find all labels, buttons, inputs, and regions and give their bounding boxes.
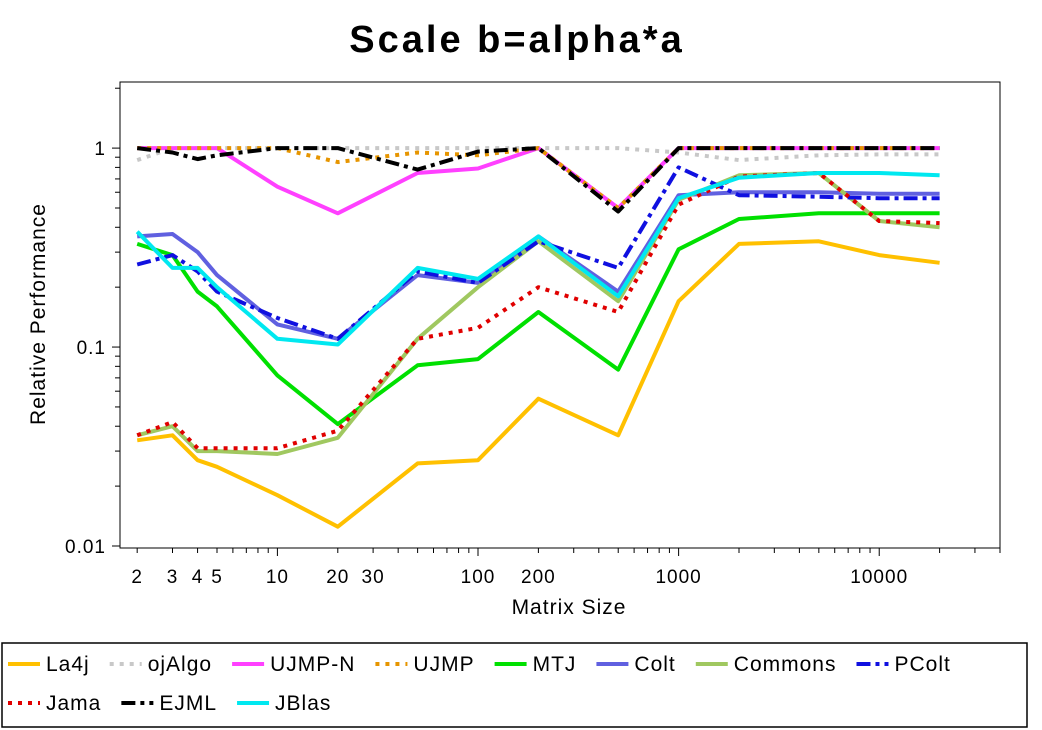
x-axis-label: Matrix Size xyxy=(512,596,627,619)
series-line-la4j xyxy=(136,239,940,529)
x-tick-label: 10 xyxy=(266,567,289,588)
legend-label-ejml: EJML xyxy=(159,692,217,715)
series-line-mtj xyxy=(136,211,940,427)
series-lines xyxy=(135,146,940,529)
series-line-colt xyxy=(137,190,940,341)
legend-label-ujmp: UJMP xyxy=(413,653,474,676)
chart-title: Scale b=alpha*a xyxy=(349,19,684,61)
legend-label-jama: Jama xyxy=(46,692,101,715)
legend-label-jblas: JBlas xyxy=(275,692,331,715)
x-tick-label: 2 xyxy=(131,567,143,588)
series-line-jblas xyxy=(135,171,940,347)
x-tick-label: 20 xyxy=(326,567,349,588)
x-tick-label: 4 xyxy=(192,567,204,588)
x-tick-label: 200 xyxy=(521,567,556,588)
legend-label-ojalgo: ojAlgo xyxy=(148,653,212,676)
legend-label-ujmp-n: UJMP-N xyxy=(270,653,355,676)
legend: La4j ojAlgo UJMP-N UJMP MTJ Colt Commons PColt J… xyxy=(8,653,950,715)
y-tick-label: 1 xyxy=(94,139,106,160)
legend-label-colt: Colt xyxy=(634,653,675,676)
y-tick-label: 0.01 xyxy=(65,537,106,558)
x-tick-label: 3 xyxy=(167,567,179,588)
y-tick-label: 0.1 xyxy=(77,338,106,359)
x-tick-label: 30 xyxy=(362,567,385,588)
x-tick-label: 10000 xyxy=(850,567,908,588)
legend-label-la4j: La4j xyxy=(46,653,90,676)
x-tick-label: 100 xyxy=(461,567,496,588)
series-line-pcolt xyxy=(136,165,940,341)
series-line-ojalgo xyxy=(136,146,940,163)
y-axis: 0.01 0.1 1 xyxy=(65,87,120,558)
legend-label-commons: Commons xyxy=(734,653,837,676)
series-line-ejml xyxy=(136,146,940,214)
legend-label-mtj: MTJ xyxy=(533,653,577,676)
y-axis-label: Relative Performance xyxy=(27,203,50,425)
series-line-jama xyxy=(136,171,940,451)
x-axis: 2 3 4 5 10 20 30 100 200 1000 10000 xyxy=(131,548,1001,588)
legend-label-pcolt: PColt xyxy=(894,653,950,676)
x-tick-label: 1000 xyxy=(655,567,701,588)
x-tick-label: 5 xyxy=(211,567,223,588)
legend-box xyxy=(1,642,1028,728)
